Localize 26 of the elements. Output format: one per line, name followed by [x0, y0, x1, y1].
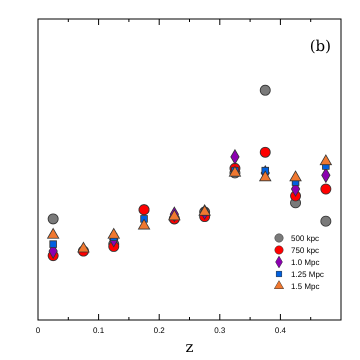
legend-label: 500 kpc: [291, 234, 320, 243]
point: [49, 240, 57, 248]
x-tick-label: 0.4: [274, 326, 287, 335]
x-tick-label: 0: [36, 326, 41, 335]
point: [320, 216, 332, 227]
point: [320, 154, 332, 166]
point: [260, 146, 271, 158]
point: [168, 210, 180, 220]
x-axis-title: z: [186, 338, 194, 356]
legend-label: 1.0 Mpc: [291, 258, 320, 267]
point: [77, 242, 90, 252]
x-tick-label: 0.2: [154, 326, 166, 335]
point: [108, 228, 120, 239]
legend-label: 1.5 Mpc: [291, 282, 320, 291]
legend-label: 750 kpc: [291, 246, 320, 255]
text: (b): [310, 37, 331, 55]
point: [138, 218, 150, 230]
point: [260, 84, 271, 96]
x-tick-label: 0.3: [214, 326, 226, 335]
point: [259, 170, 272, 182]
legend-label: 1.25 Mpc: [291, 270, 324, 279]
x-tick-label: 0.1: [93, 326, 105, 335]
point: [290, 170, 302, 182]
point: [48, 213, 59, 224]
point: [320, 184, 332, 194]
point: [47, 228, 60, 239]
